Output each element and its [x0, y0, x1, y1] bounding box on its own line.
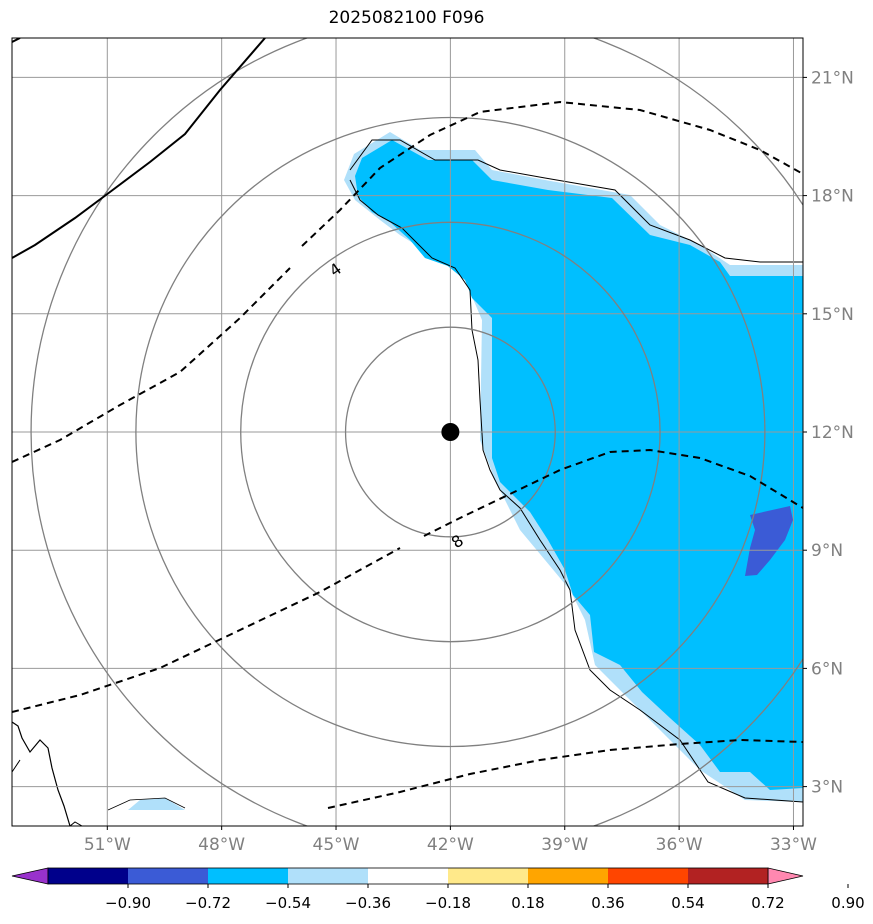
lon-tick-label: 51°W — [84, 835, 131, 855]
contour-hook — [69, 821, 83, 826]
small-island-outline — [107, 797, 186, 811]
colorbar-bin — [208, 868, 288, 884]
solid-contour-corner — [12, 38, 21, 43]
colorbar-bin — [368, 868, 448, 884]
colorbar-tick-label: −0.90 — [105, 894, 151, 912]
colorbar-bin — [288, 868, 368, 884]
colorbar-tick-label: 0.36 — [591, 894, 624, 912]
lon-tick-label: 45°W — [313, 835, 360, 855]
south-america-coast — [12, 721, 71, 826]
colorbar-bin — [688, 868, 768, 884]
lat-tick-label: 12°N — [811, 423, 854, 443]
lon-tick-label: 36°W — [656, 835, 703, 855]
dashed-contour-8 — [12, 448, 803, 713]
lon-tick-label: 42°W — [427, 835, 474, 855]
contour-label: 4 — [326, 259, 345, 280]
colorbar-tick-label: −0.18 — [425, 894, 471, 912]
lat-tick-label: 15°N — [811, 305, 854, 325]
colorbar-tick-label: −0.54 — [265, 894, 311, 912]
solid-contour — [12, 38, 266, 259]
colorbar-bin — [48, 868, 128, 884]
coastline — [349, 139, 803, 263]
colorbar-tick-label: −0.36 — [345, 894, 391, 912]
lon-tick-label: 33°W — [770, 835, 817, 855]
shaded-region-deep — [745, 506, 793, 576]
colorbar-tick-label: 0.90 — [831, 894, 864, 912]
small-shaded-patch — [128, 798, 185, 810]
range-ring — [30, 38, 803, 826]
dashed-contour-4 — [12, 100, 803, 463]
range-ring — [344, 326, 556, 538]
colorbar-bin — [528, 868, 608, 884]
shaded-region-main — [355, 140, 803, 790]
colorbar-tick-label: 0.54 — [671, 894, 704, 912]
colorbar-extend-low — [11, 867, 49, 885]
colorbar-bin — [128, 868, 208, 884]
colorbar-bin — [608, 868, 688, 884]
range-ring — [240, 221, 661, 643]
storm-center-marker — [441, 423, 460, 441]
range-ring — [135, 116, 766, 748]
colorbar-outline — [47, 867, 769, 885]
lat-tick-label: 18°N — [811, 187, 854, 207]
lat-tick-label: 21°N — [811, 68, 854, 88]
south-america-coast-2 — [12, 759, 21, 773]
colorbar-bin — [448, 868, 528, 884]
colorbar-tick-label: 0.18 — [511, 894, 544, 912]
coastline-west — [349, 179, 803, 803]
map-title: 2025082100 F096 — [328, 8, 485, 28]
colorbar-extend-high — [767, 867, 804, 885]
lon-tick-label: 39°W — [541, 835, 588, 855]
lon-tick-label: 48°W — [198, 835, 245, 855]
colorbar-tick-label: −0.72 — [185, 894, 231, 912]
lat-tick-label: 9°N — [811, 541, 843, 561]
colorbar-tick-label: 0.72 — [751, 894, 784, 912]
dashed-contour-south — [327, 738, 803, 809]
lat-tick-label: 6°N — [811, 659, 843, 679]
lat-tick-label: 3°N — [811, 778, 843, 798]
